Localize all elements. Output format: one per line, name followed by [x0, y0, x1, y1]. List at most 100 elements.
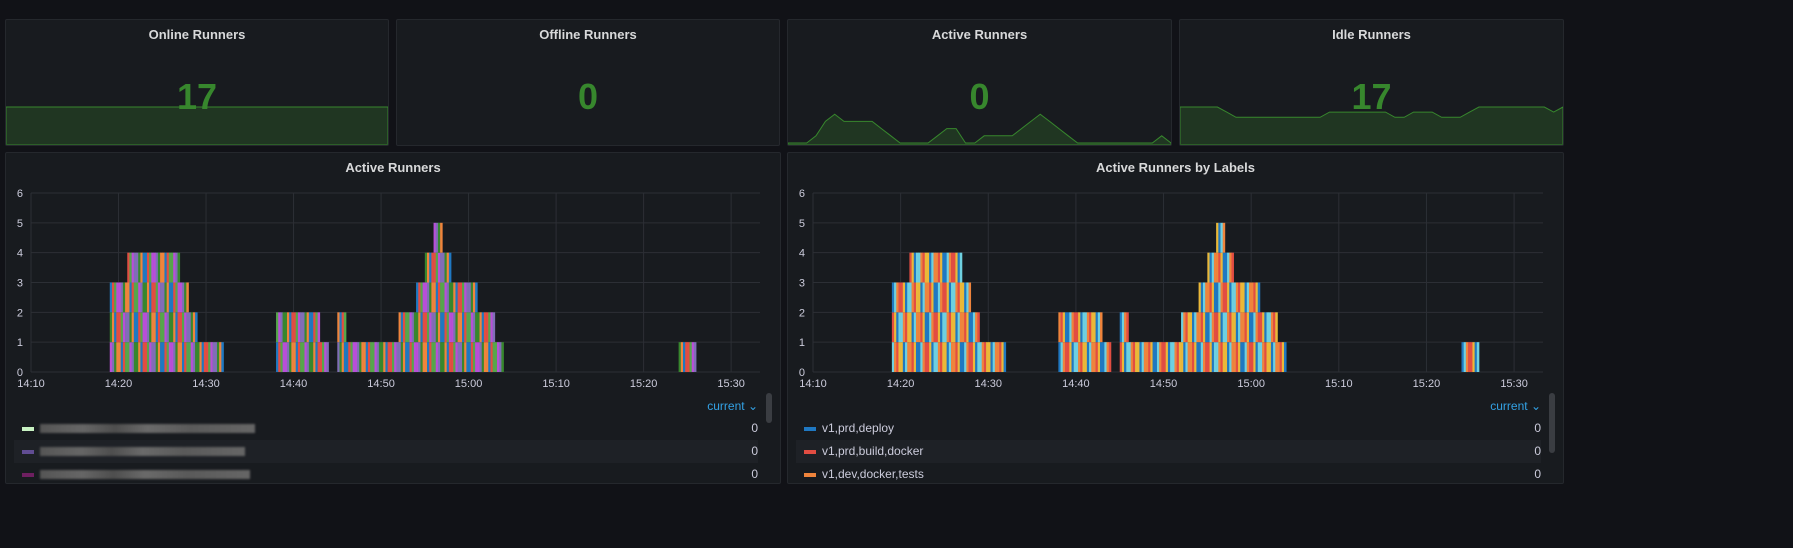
bar-segment — [1093, 342, 1096, 372]
bar-segment — [1097, 342, 1101, 372]
stat-idle-runners[interactable]: Idle Runners 17 — [1179, 19, 1564, 146]
bar-segment — [166, 282, 170, 313]
bar-segment — [955, 312, 958, 343]
bar-segment — [173, 312, 176, 343]
bar-segment — [959, 282, 963, 313]
bar-segment — [411, 342, 415, 372]
bar-segment — [1211, 252, 1215, 283]
bar-segment — [311, 342, 314, 372]
bar-segment — [1089, 342, 1092, 372]
legend-item[interactable]: v1,prd,build,docker 0 — [796, 440, 1541, 463]
bar-segment — [446, 342, 450, 372]
legend-item[interactable]: 0 — [14, 440, 758, 463]
bar-segment — [1196, 342, 1199, 372]
bar-segment — [459, 342, 463, 372]
bar-segment — [352, 342, 356, 372]
bar-segment — [942, 282, 945, 313]
bar-segment — [1253, 282, 1256, 313]
bar-segment — [953, 252, 956, 283]
bar-segment — [155, 312, 159, 343]
bar-segment — [1244, 342, 1248, 372]
bar-segment — [192, 342, 196, 372]
bar-segment — [942, 342, 945, 372]
bar-segment — [146, 342, 150, 372]
bar-segment — [177, 282, 181, 313]
bar-segment — [1084, 342, 1088, 372]
bar-segment — [1233, 342, 1237, 372]
bar-segment — [286, 342, 290, 372]
scrollbar[interactable] — [1549, 393, 1555, 453]
bar-segment — [1253, 342, 1256, 372]
bar-segment — [479, 312, 483, 343]
bar-segment — [964, 312, 967, 343]
bar-segment — [1220, 222, 1224, 253]
bar-segment — [929, 282, 932, 313]
bar-segment — [293, 342, 297, 372]
bar-segment — [451, 282, 454, 313]
bar-segment — [918, 252, 921, 283]
bar-segment — [413, 342, 417, 372]
bar-segment — [120, 312, 124, 343]
bar-segment — [376, 342, 380, 372]
scrollbar[interactable] — [766, 393, 772, 423]
bar-segment — [144, 312, 148, 343]
bar-segment — [680, 342, 684, 372]
legend-value: 0 — [1534, 467, 1541, 481]
bar-segment — [1216, 252, 1219, 283]
bar-segment — [429, 252, 432, 283]
legend-sort-current[interactable]: current ⌄ — [707, 399, 758, 413]
stat-online-runners[interactable]: Online Runners 17 — [5, 19, 389, 146]
bar-segment — [907, 342, 910, 372]
graph-active-runners[interactable]: Active Runners 0 1 2 3 4 5 6 14:10 14:20 14:30 14:… — [5, 152, 781, 484]
bar-segment — [440, 312, 443, 343]
bar-segment — [926, 252, 930, 283]
bar-segment — [1213, 342, 1217, 372]
bar-segment — [199, 342, 202, 372]
bar-segment — [1264, 312, 1267, 343]
bar-segment — [1474, 342, 1478, 372]
x-tick-label: 15:10 — [542, 378, 570, 389]
bar-segment — [1104, 342, 1107, 372]
bar-segment — [915, 282, 919, 313]
bar-segment — [1222, 312, 1226, 343]
bar-segment — [416, 312, 419, 343]
bar-segment — [1255, 282, 1259, 313]
bar-segment — [953, 312, 956, 343]
bar-segment — [1224, 252, 1228, 283]
y-tick-label: 5 — [17, 218, 23, 230]
bar-segment — [365, 342, 369, 372]
bar-segment — [1069, 342, 1072, 372]
legend-sort-current[interactable]: current ⌄ — [1490, 399, 1541, 413]
bar-segment — [964, 342, 967, 372]
bar-segment — [372, 342, 375, 372]
bar-segment — [913, 342, 917, 372]
legend-item[interactable]: v1,dev,docker,tests 0 — [796, 463, 1541, 483]
bar-segment — [961, 282, 965, 313]
bar-segment — [1108, 342, 1112, 372]
legend-item[interactable]: v1,prd,deploy 0 — [796, 417, 1541, 440]
bar-segment — [276, 312, 279, 343]
bar-segment — [400, 342, 404, 372]
bar-segment — [195, 342, 198, 372]
x-tick-label: 14:20 — [887, 378, 915, 389]
bar-segment — [153, 252, 157, 283]
bar-segment — [472, 312, 476, 343]
bar-segment — [929, 312, 932, 343]
stat-active-runners[interactable]: Active Runners 0 — [787, 19, 1172, 146]
bar-segment — [492, 312, 496, 343]
legend-item[interactable]: 0 — [14, 463, 758, 483]
bar-segment — [1216, 282, 1219, 313]
bar-segment — [933, 252, 936, 283]
bar-segment — [302, 342, 305, 372]
bar-segment — [455, 282, 458, 313]
bar-segment — [308, 312, 312, 343]
bar-segment — [1124, 342, 1127, 372]
x-tick-label: 14:50 — [1150, 378, 1178, 389]
bar-segment — [468, 312, 472, 343]
series-swatch — [804, 473, 816, 477]
legend-item[interactable]: 0 — [14, 417, 758, 440]
bar-segment — [948, 312, 952, 343]
graph-active-runners-by-labels[interactable]: Active Runners by Labels 0 1 2 3 4 5 6 14:10 14:… — [787, 152, 1564, 484]
bar-segment — [431, 312, 434, 343]
stat-offline-runners[interactable]: Offline Runners 0 — [396, 19, 780, 146]
